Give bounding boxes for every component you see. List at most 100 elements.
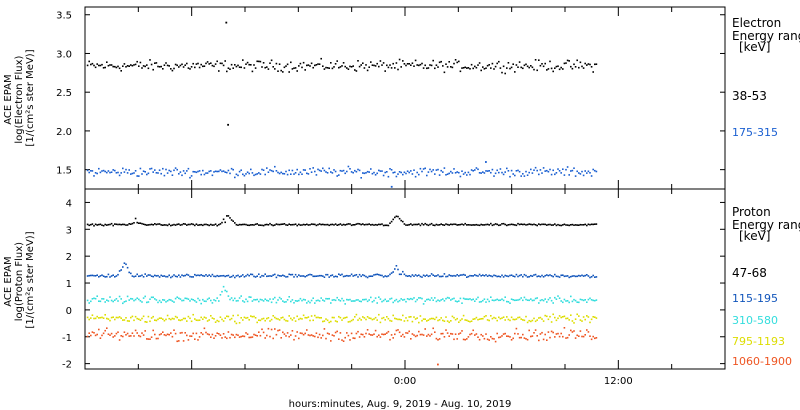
electron-point-38-53 (397, 68, 399, 71)
proton-point-1060-1900 (310, 334, 313, 336)
proton-point-47-68 (514, 224, 516, 226)
electron-point-38-53 (555, 65, 558, 68)
electron-point-38-53 (402, 60, 404, 62)
proton-point-310-580 (555, 298, 558, 300)
electron-point-175-315 (458, 171, 460, 174)
proton-point-115-195 (395, 265, 398, 267)
proton-point-47-68 (411, 224, 414, 226)
proton-point-47-68 (198, 224, 201, 226)
proton-point-795-1193 (142, 315, 145, 318)
proton-point-47-68 (262, 224, 265, 227)
proton-point-115-195 (218, 275, 220, 278)
electron-point-38-53 (330, 62, 332, 64)
electron-point-175-315 (416, 171, 418, 174)
electron-point-38-53 (101, 63, 103, 66)
proton-point-115-195 (254, 276, 257, 278)
proton-point-310-580 (107, 300, 110, 302)
proton-point-47-68 (339, 223, 342, 225)
electron-point-175-315 (122, 167, 124, 170)
electron-point-38-53 (365, 64, 367, 66)
proton-point-47-68 (482, 224, 484, 226)
electron-point-175-315 (358, 169, 361, 172)
proton-point-1060-1900 (203, 327, 206, 330)
electron-point-175-315 (392, 171, 394, 174)
proton-point-47-68 (379, 223, 382, 226)
proton-point-47-68 (248, 224, 250, 227)
electron-point-175-315 (362, 172, 364, 174)
electron-point-38-53 (528, 66, 530, 69)
proton-point-115-195 (117, 273, 119, 276)
proton-point-1060-1900 (522, 333, 524, 336)
proton-point-310-580 (237, 299, 239, 302)
proton-point-795-1193 (282, 316, 284, 319)
proton-point-47-68 (117, 223, 119, 226)
proton-point-1060-1900 (395, 329, 398, 332)
proton-point-47-68 (182, 223, 185, 225)
proton-point-310-580 (405, 300, 407, 303)
proton-point-47-68 (88, 224, 90, 227)
proton-point-310-580 (370, 296, 372, 299)
proton-point-1060-1900 (123, 331, 126, 333)
proton-point-115-195 (518, 274, 521, 277)
proton-point-795-1193 (554, 316, 556, 319)
electron-point-38-53 (450, 66, 452, 68)
proton-point-1060-1900 (314, 335, 316, 338)
electron-point-38-53 (138, 65, 140, 67)
proton-point-1060-1900 (160, 333, 162, 335)
proton-point-1060-1900 (227, 331, 230, 333)
proton-point-310-580 (445, 297, 447, 300)
proton-point-795-1193 (275, 317, 278, 320)
electron-point-175-315 (453, 168, 455, 170)
proton-point-1060-1900 (338, 338, 340, 340)
proton-point-47-68 (254, 223, 257, 226)
proton-point-310-580 (403, 298, 406, 301)
proton-point-115-195 (226, 275, 228, 277)
electron-point-175-315 (587, 170, 590, 173)
proton-point-47-68 (112, 224, 114, 227)
proton-point-795-1193 (416, 317, 418, 319)
proton-point-115-195 (374, 273, 377, 276)
proton-point-310-580 (251, 300, 254, 302)
proton-point-310-580 (331, 299, 334, 301)
proton-point-310-580 (280, 298, 282, 300)
proton-point-795-1193 (475, 316, 478, 319)
electron-point-38-53 (573, 63, 575, 66)
electron-point-38-53 (259, 60, 262, 63)
proton-point-1060-1900 (258, 331, 260, 333)
proton-point-1060-1900 (269, 335, 271, 338)
electron-point-38-53 (328, 67, 330, 69)
proton-point-310-580 (494, 299, 497, 301)
electron-point-175-315 (269, 169, 271, 171)
proton-point-1060-1900 (562, 335, 564, 338)
proton-point-115-195 (565, 275, 567, 277)
electron-point-38-53 (219, 62, 222, 65)
electron-point-175-315 (94, 172, 97, 174)
proton-point-47-68 (506, 224, 508, 227)
electron-point-38-53 (149, 59, 151, 61)
electron-point-38-53 (230, 63, 233, 66)
proton-point-795-1193 (405, 317, 407, 319)
proton-point-795-1193 (214, 321, 217, 323)
proton-point-47-68 (150, 223, 153, 226)
proton-point-47-68 (446, 223, 449, 226)
proton-point-47-68 (130, 223, 132, 225)
electron-point-175-315 (419, 167, 422, 170)
proton-point-795-1193 (101, 316, 103, 319)
proton-point-310-580 (109, 296, 111, 298)
proton-point-310-580 (162, 299, 164, 301)
proton-point-115-195 (574, 275, 577, 278)
electron-legend-unit: [keV] (739, 40, 770, 54)
electron-point-38-53 (310, 62, 313, 65)
electron-point-38-53 (278, 63, 281, 65)
proton-point-795-1193 (445, 316, 447, 318)
proton-point-47-68 (314, 223, 316, 226)
proton-point-115-195 (462, 273, 465, 276)
electron-point-175-315 (213, 171, 215, 173)
proton-point-47-68 (352, 224, 354, 226)
electron-point-38-53 (314, 64, 316, 67)
proton-point-795-1193 (195, 319, 198, 321)
proton-point-1060-1900 (523, 337, 526, 339)
proton-point-47-68 (424, 222, 426, 225)
proton-point-795-1193 (549, 315, 551, 318)
proton-point-795-1193 (589, 321, 591, 324)
